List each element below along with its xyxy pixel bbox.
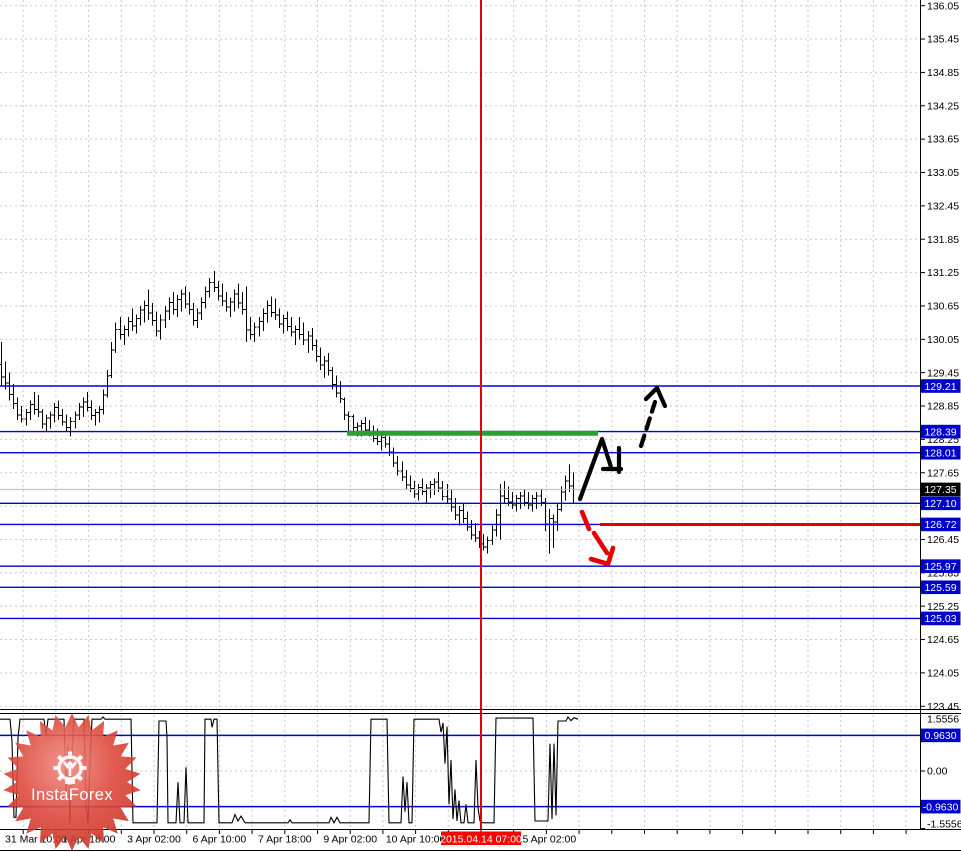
price-tick-label: 126.45 <box>927 534 959 546</box>
highlighted-date-label: 2015.04.14 07:00 <box>440 834 522 846</box>
indicator-tick-label: 0.00 <box>927 766 948 778</box>
price-tick-label: 136.05 <box>927 0 959 12</box>
time-tick-label: 7 Apr 18:00 <box>258 834 312 846</box>
level-price-box-label: 125.59 <box>924 582 956 594</box>
price-tick-label: 131.25 <box>927 267 959 279</box>
current-price-box-label: 127.35 <box>924 484 956 496</box>
current-price-box <box>921 482 961 497</box>
price-tick-label: 130.65 <box>927 301 959 313</box>
level-price-box <box>921 379 961 393</box>
time-axis[interactable]: 31 Mar 10:001 Apr 18:003 Apr 02:006 Apr … <box>5 830 907 846</box>
price-tick-label: 129.45 <box>927 367 959 379</box>
level-price-box-label: 128.01 <box>924 448 956 460</box>
level-price-box <box>921 559 961 573</box>
black-forecast-arrow-dashed[interactable] <box>638 399 658 449</box>
logo-gear-icon <box>53 751 87 785</box>
ohlc-bars-path <box>0 270 576 554</box>
indicator-value-box-label: -0.9630 <box>923 801 959 813</box>
indicator-tick-label: -1.5556 <box>927 819 961 831</box>
price-tick-label: 130.05 <box>927 334 959 346</box>
level-price-box <box>921 611 961 626</box>
time-tick-label: 6 Apr 10:00 <box>193 834 247 846</box>
oscillator-panel[interactable] <box>0 715 920 824</box>
price-tick-label: 128.85 <box>927 401 959 413</box>
time-tick-label: 31 Mar 10:00 <box>5 834 67 846</box>
support-resistance-lines[interactable] <box>0 385 920 620</box>
price-axis[interactable]: 136.05 135.45 134.85 134.25 133.65 133.05 132.… <box>920 0 961 713</box>
forecast-arrows[interactable] <box>577 385 668 567</box>
level-price-box <box>921 424 961 439</box>
price-tick-label: 133.05 <box>927 167 959 179</box>
price-tick-label: 127.65 <box>927 467 959 479</box>
indicator-tick-label: 1.5556 <box>927 714 959 726</box>
price-tick-label: 124.65 <box>927 634 959 646</box>
time-tick-label: 10 Apr 10:00 <box>386 834 446 846</box>
highlighted-date-box <box>441 831 521 845</box>
price-tick-label: 123.45 <box>927 701 959 713</box>
level-price-box <box>921 517 961 532</box>
black-forecast-arrow[interactable] <box>577 436 614 502</box>
red-forecast-arrow-head[interactable] <box>588 545 616 567</box>
level-price-box-label: 125.03 <box>924 613 956 625</box>
price-tick-label: 124.05 <box>927 668 959 680</box>
time-tick-label: 9 Apr 02:00 <box>323 834 377 846</box>
indicator-axis[interactable]: 1.5556 0.9630 0.00 -0.9630 -1.5556 <box>920 712 961 831</box>
level-price-box <box>921 580 961 595</box>
price-tick-label: 132.45 <box>927 200 959 212</box>
price-tick-label: 131.85 <box>927 234 959 246</box>
price-bars <box>0 270 576 554</box>
black-forecast-arrow[interactable] <box>643 385 668 409</box>
level-price-box-label: 127.10 <box>924 498 956 510</box>
indicator-value-box-label: 0.9630 <box>924 730 956 742</box>
indicator-value-box <box>921 799 961 814</box>
grid-lines <box>0 0 920 829</box>
logo-gear-emblem <box>62 761 78 784</box>
red-forecast-arrow-dash[interactable] <box>579 509 592 532</box>
time-tick-label: 3 Apr 02:00 <box>127 834 181 846</box>
logo-gear-ring <box>57 755 83 781</box>
red-forecast-arrow-dash[interactable] <box>591 530 610 556</box>
indicator-value-box <box>921 728 961 743</box>
price-tick-label: 133.65 <box>927 134 959 146</box>
level-price-box-label: 126.72 <box>924 519 956 531</box>
logo-gear-dot <box>67 761 73 767</box>
level-price-box-label: 128.39 <box>924 426 956 438</box>
price-tick-label: 134.85 <box>927 67 959 79</box>
level-price-box <box>921 445 961 460</box>
price-tick-label: 134.25 <box>927 100 959 112</box>
level-price-box-label: 129.21 <box>924 381 956 393</box>
logo-text: InstaForex <box>31 786 113 804</box>
level-price-box <box>921 496 961 511</box>
instaforex-logo: InstaForex <box>3 713 141 851</box>
time-tick-label: 15 Apr 02:00 <box>517 834 577 846</box>
price-tick-label: 135.45 <box>927 34 959 46</box>
price-tick-label: 125.25 <box>927 601 959 613</box>
level-price-box-label: 125.97 <box>924 561 956 573</box>
